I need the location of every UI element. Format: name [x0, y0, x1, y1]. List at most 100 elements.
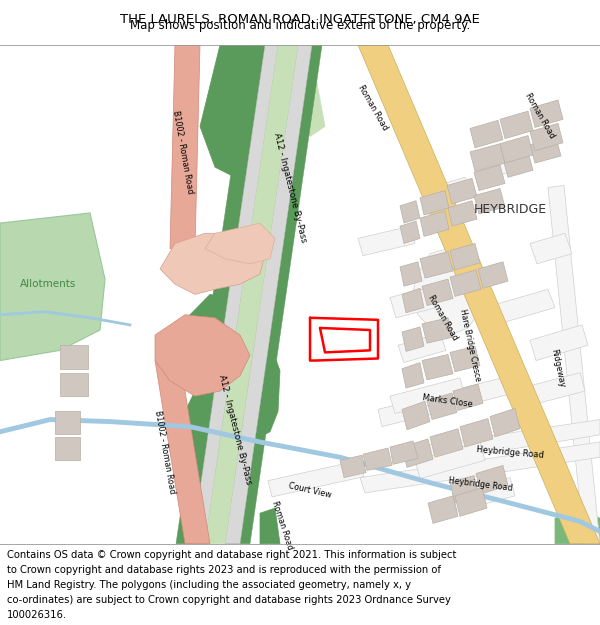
Polygon shape — [400, 262, 422, 286]
Polygon shape — [450, 270, 481, 296]
Polygon shape — [390, 288, 436, 318]
Text: 100026316.: 100026316. — [7, 611, 67, 621]
Polygon shape — [155, 315, 250, 396]
Text: Court View: Court View — [287, 481, 332, 500]
Polygon shape — [60, 345, 88, 369]
Polygon shape — [455, 488, 487, 516]
Polygon shape — [402, 401, 430, 430]
Polygon shape — [390, 378, 465, 414]
Polygon shape — [55, 411, 80, 434]
Polygon shape — [160, 233, 265, 294]
Polygon shape — [290, 45, 325, 137]
Polygon shape — [490, 408, 520, 437]
Polygon shape — [180, 294, 280, 442]
Text: HEYBRIDGE: HEYBRIDGE — [473, 203, 547, 216]
Polygon shape — [400, 201, 420, 223]
Text: A12 - Ingatestone By-Pass: A12 - Ingatestone By-Pass — [217, 374, 253, 486]
Polygon shape — [548, 186, 600, 544]
Polygon shape — [530, 100, 563, 127]
Polygon shape — [415, 419, 600, 464]
Polygon shape — [422, 354, 453, 380]
Polygon shape — [470, 121, 503, 148]
Polygon shape — [450, 346, 480, 372]
Polygon shape — [420, 191, 449, 215]
Polygon shape — [503, 152, 533, 178]
Polygon shape — [340, 455, 366, 478]
Text: Ridgeway: Ridgeway — [550, 349, 566, 389]
Polygon shape — [422, 318, 453, 343]
Polygon shape — [530, 325, 588, 361]
Polygon shape — [475, 152, 520, 179]
Polygon shape — [400, 221, 420, 244]
Polygon shape — [358, 45, 600, 544]
Polygon shape — [402, 362, 424, 388]
Polygon shape — [0, 213, 105, 361]
Text: Heybridge Road: Heybridge Road — [476, 445, 544, 459]
Polygon shape — [422, 279, 453, 306]
Polygon shape — [510, 372, 585, 409]
Polygon shape — [390, 441, 418, 464]
Text: Heybridge Road: Heybridge Road — [448, 476, 512, 493]
Polygon shape — [530, 138, 561, 163]
Polygon shape — [428, 496, 458, 523]
Polygon shape — [205, 45, 298, 544]
Polygon shape — [470, 144, 505, 171]
Polygon shape — [170, 45, 200, 249]
Polygon shape — [415, 442, 485, 479]
Polygon shape — [420, 252, 453, 278]
Polygon shape — [460, 419, 493, 447]
Text: Contains OS data © Crown copyright and database right 2021. This information is : Contains OS data © Crown copyright and d… — [7, 550, 457, 560]
Text: Marks Close: Marks Close — [421, 393, 473, 409]
Polygon shape — [495, 289, 555, 323]
Polygon shape — [155, 361, 210, 544]
Polygon shape — [225, 45, 322, 544]
Polygon shape — [450, 476, 479, 503]
Polygon shape — [55, 437, 80, 460]
Text: B1002 - Roman Road: B1002 - Roman Road — [153, 410, 177, 494]
Polygon shape — [430, 177, 475, 206]
Text: A12 - Ingatestone By-Pass: A12 - Ingatestone By-Pass — [272, 132, 308, 243]
Polygon shape — [474, 165, 505, 191]
Polygon shape — [474, 189, 505, 214]
Polygon shape — [398, 333, 446, 362]
Polygon shape — [453, 384, 483, 411]
Text: to Crown copyright and database rights 2023 and is reproduced with the permissio: to Crown copyright and database rights 2… — [7, 565, 441, 575]
Polygon shape — [500, 111, 533, 139]
Text: Roman Road: Roman Road — [523, 92, 557, 141]
Text: THE LAURELS, ROMAN ROAD, INGATESTONE, CM4 9AE: THE LAURELS, ROMAN ROAD, INGATESTONE, CM… — [120, 12, 480, 26]
Text: HM Land Registry. The polygons (including the associated geometry, namely x, y: HM Land Registry. The polygons (includin… — [7, 580, 411, 590]
Polygon shape — [450, 244, 480, 270]
Polygon shape — [402, 439, 433, 468]
Polygon shape — [363, 448, 392, 471]
Text: Roman Road: Roman Road — [427, 294, 460, 342]
Polygon shape — [555, 508, 600, 544]
Polygon shape — [378, 376, 514, 427]
Text: Roman Road: Roman Road — [356, 84, 389, 132]
Polygon shape — [452, 478, 515, 511]
Polygon shape — [402, 327, 424, 351]
Polygon shape — [478, 262, 508, 288]
Polygon shape — [412, 249, 486, 335]
Polygon shape — [448, 201, 477, 226]
Polygon shape — [268, 460, 364, 497]
Polygon shape — [60, 372, 88, 396]
Polygon shape — [420, 211, 449, 236]
Polygon shape — [430, 429, 463, 458]
Text: Map shows position and indicative extent of the property.: Map shows position and indicative extent… — [130, 19, 470, 32]
Polygon shape — [447, 178, 477, 204]
Polygon shape — [530, 123, 563, 151]
Polygon shape — [360, 442, 600, 493]
Polygon shape — [402, 288, 424, 312]
Polygon shape — [205, 223, 275, 264]
Polygon shape — [260, 508, 280, 544]
Polygon shape — [200, 45, 260, 177]
Text: co-ordinates) are subject to Crown copyright and database rights 2023 Ordnance S: co-ordinates) are subject to Crown copyr… — [7, 596, 451, 606]
Polygon shape — [500, 136, 533, 163]
Polygon shape — [530, 233, 572, 264]
Text: Roman Road: Roman Road — [270, 500, 294, 551]
Polygon shape — [476, 466, 508, 494]
Text: B1002 - Roman Road: B1002 - Roman Road — [171, 109, 195, 194]
Polygon shape — [427, 393, 457, 419]
Polygon shape — [180, 381, 250, 472]
Polygon shape — [176, 45, 278, 544]
